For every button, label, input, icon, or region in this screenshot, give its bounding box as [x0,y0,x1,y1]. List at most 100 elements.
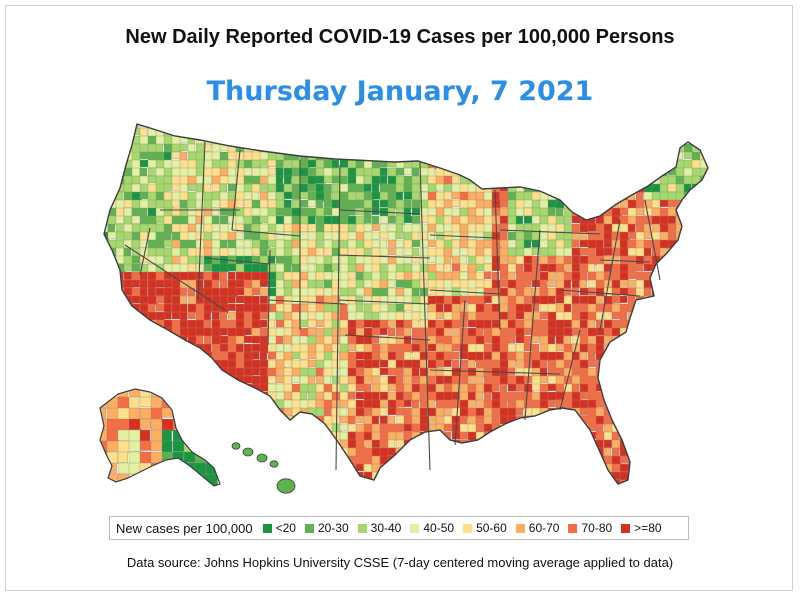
county-cell [507,335,516,344]
county-cell [155,223,165,234]
county-cell [611,319,620,330]
county-cell [419,423,430,432]
county-cell [539,319,549,329]
county-cell [515,279,525,289]
county-cell [443,311,453,320]
county-cell [475,351,484,361]
county-cell [203,223,214,234]
county-cell [315,151,325,162]
county-cell [467,383,477,393]
county-cell [307,191,318,201]
county-cell [299,375,309,385]
county-cell [379,303,389,312]
county-cell [451,335,461,345]
county-cell [203,271,213,281]
county-cell [387,311,397,321]
county-cell [179,175,189,186]
county-cell [595,319,604,328]
county-cell [603,447,612,457]
county-cell [507,231,516,241]
county-cell [219,295,229,306]
state-border [419,161,431,471]
county-cell [194,462,207,476]
county-cell [171,255,180,265]
county-cell [339,319,348,330]
county-cell [411,375,421,384]
county-cell [259,191,269,200]
county-cell [539,207,550,216]
county-cell [547,311,558,321]
county-cell [427,231,435,241]
county-cell [283,215,292,225]
county-cell [339,431,348,441]
county-cell [243,199,253,208]
county-cell [371,423,380,433]
county-cell [475,327,484,337]
county-cell [259,303,269,314]
county-cell [483,335,493,344]
county-cell [307,263,316,273]
county-cell [555,279,565,289]
state-border [559,289,641,297]
county-cell [395,215,406,225]
county-cell [579,359,589,370]
county-cell [371,407,381,417]
county-cell [251,287,261,296]
county-cell [459,207,469,217]
county-cell [411,247,420,258]
county-cell [128,451,142,465]
county-cell [128,418,142,430]
county-cell [123,247,132,257]
county-cell [555,295,565,304]
county-cell [555,383,566,393]
county-cell [131,311,141,321]
county-cell [139,407,153,419]
county-cell [283,247,294,257]
county-cell [571,391,582,402]
county-cell [427,399,436,410]
county-cell [307,279,317,289]
county-cell [363,255,373,265]
county-cell [403,335,412,346]
county-cell [323,247,333,256]
county-cell [491,319,500,328]
county-cell [475,415,485,424]
county-cell [307,327,316,336]
county-cell [619,455,628,464]
county-cell [667,175,677,186]
county-cell [419,335,429,346]
county-cell [395,383,405,393]
county-cell [371,335,380,344]
county-cell [579,303,589,314]
county-cell [499,319,509,329]
county-cell [347,287,357,297]
county-cell [307,335,317,346]
county-cell [483,327,493,338]
county-cell [227,263,238,272]
county-cell [459,271,468,280]
county-cell [139,303,149,314]
county-cell [435,239,446,249]
county-cell [675,183,686,193]
county-cell [475,335,485,345]
county-cell [131,239,141,249]
county-cell [235,279,245,288]
county-cell [275,343,284,352]
county-cell [139,175,149,186]
county-cell [139,231,148,241]
county-cell [571,255,580,265]
county-cell [339,159,350,168]
county-cell [251,295,260,305]
county-cell [283,239,292,249]
county-cell [163,319,173,329]
county-cell [483,391,492,400]
county-cell [387,407,397,416]
county-cell [339,255,349,265]
county-cell [347,391,356,400]
county-cell [651,183,661,193]
state-border [599,219,621,331]
county-cell [355,399,364,409]
county-cell [619,287,629,295]
county-cell [275,239,285,249]
county-cell [387,391,397,401]
